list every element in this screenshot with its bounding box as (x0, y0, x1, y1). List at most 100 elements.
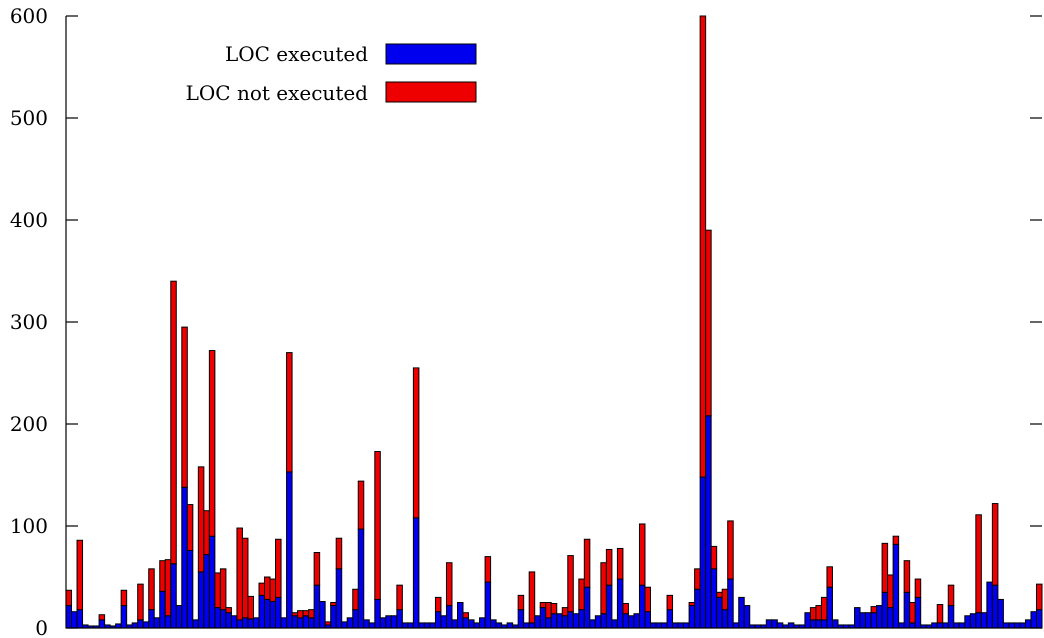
bar-executed (738, 596, 745, 629)
bar-executed (1035, 609, 1043, 629)
bar-executed (903, 591, 911, 629)
bar-not-executed (247, 595, 254, 620)
bar-executed (269, 600, 277, 629)
bar-not-executed (666, 594, 674, 611)
bar-not-executed (264, 576, 271, 600)
bar-executed (484, 581, 492, 629)
bar-executed (479, 617, 486, 629)
bar-executed (385, 615, 392, 629)
bar-not-executed (275, 538, 282, 598)
bar-executed (771, 619, 778, 629)
y-tick-label: 300 (10, 310, 48, 334)
bar-not-executed (396, 584, 403, 611)
bar-not-executed (903, 560, 911, 593)
bar-executed (583, 586, 591, 629)
bar-not-executed (164, 559, 172, 617)
bar-executed (71, 611, 78, 629)
bar-not-executed (539, 602, 547, 609)
bar-not-executed (705, 229, 712, 417)
bar-executed (815, 619, 822, 629)
bar-executed (909, 622, 916, 629)
bar-executed (854, 607, 861, 629)
bar-executed (341, 621, 348, 629)
bar-not-executed (887, 574, 894, 609)
bar-not-executed (991, 503, 999, 586)
bar-executed (175, 605, 183, 629)
bar-executed (1013, 622, 1021, 629)
bar-not-executed (186, 504, 194, 551)
bar-executed (330, 605, 337, 629)
bar-not-executed (710, 545, 718, 570)
bar-executed (137, 619, 144, 629)
bar-executed (578, 609, 585, 629)
bar-not-executed (357, 480, 365, 530)
bar-not-executed (313, 552, 321, 586)
bar-not-executed (159, 560, 166, 592)
bar-not-executed (936, 604, 944, 624)
bar-executed (98, 619, 106, 629)
bar-executed (997, 598, 1004, 629)
bar-not-executed (688, 602, 696, 607)
bar-not-executed (203, 510, 210, 556)
bar-executed (302, 615, 310, 629)
bar-executed (423, 622, 431, 629)
bar-executed (528, 622, 536, 629)
bar-executed (727, 578, 734, 629)
bar-executed (440, 615, 447, 629)
bar-not-executed (352, 588, 359, 611)
bar-executed (958, 622, 966, 629)
bar-not-executed (445, 562, 453, 607)
bar-not-executed (809, 607, 817, 621)
bar-not-executed (302, 610, 310, 617)
bar-not-executed (241, 537, 249, 619)
bar-executed (457, 602, 464, 629)
bar-not-executed (214, 572, 221, 609)
bar-not-executed (286, 352, 293, 473)
bar-executed (661, 622, 668, 629)
y-tick-label: 100 (10, 514, 48, 538)
bar-not-executed (120, 589, 128, 607)
bar-executed (65, 605, 73, 629)
bar-executed (633, 613, 640, 629)
bar-executed (600, 613, 607, 629)
bar-executed (275, 596, 282, 629)
bar-executed (225, 612, 232, 629)
bar-executed (1008, 622, 1015, 629)
bar-not-executed (914, 578, 922, 598)
legend-swatch-executed (385, 43, 477, 65)
bar-executed (401, 622, 409, 629)
bar-executed (506, 622, 514, 629)
bar-executed (876, 605, 883, 629)
bar-not-executed (975, 514, 982, 614)
bar-executed (219, 609, 227, 629)
bar-executed (396, 609, 403, 629)
bar-executed (368, 622, 376, 629)
y-tick-label: 600 (10, 4, 48, 28)
bar-executed (809, 619, 817, 629)
bar-executed (622, 613, 629, 629)
bar-not-executed (374, 451, 381, 600)
bar-not-executed (258, 582, 266, 596)
bar-executed (115, 623, 122, 629)
bar-executed (561, 615, 569, 629)
bar-executed (694, 588, 701, 629)
bar-not-executed (892, 535, 900, 545)
bar-executed (655, 622, 663, 629)
bar-not-executed (219, 568, 227, 611)
bar-executed (517, 609, 525, 629)
bar-executed (434, 611, 442, 629)
bar-executed (898, 622, 905, 629)
bar-executed (716, 596, 723, 629)
bar-executed (252, 617, 260, 629)
bar-not-executed (434, 596, 442, 613)
bar-executed (787, 622, 795, 629)
bar-executed (214, 607, 221, 629)
bar-executed (892, 543, 900, 629)
bar-not-executed (517, 594, 525, 611)
bar-executed (605, 584, 613, 629)
bar-not-executed (815, 605, 822, 621)
y-axis: 0 100 200 300 400 500 600 (10, 4, 1042, 638)
bar-executed (164, 615, 172, 629)
bar-executed (991, 584, 999, 629)
bar-executed (495, 622, 503, 629)
